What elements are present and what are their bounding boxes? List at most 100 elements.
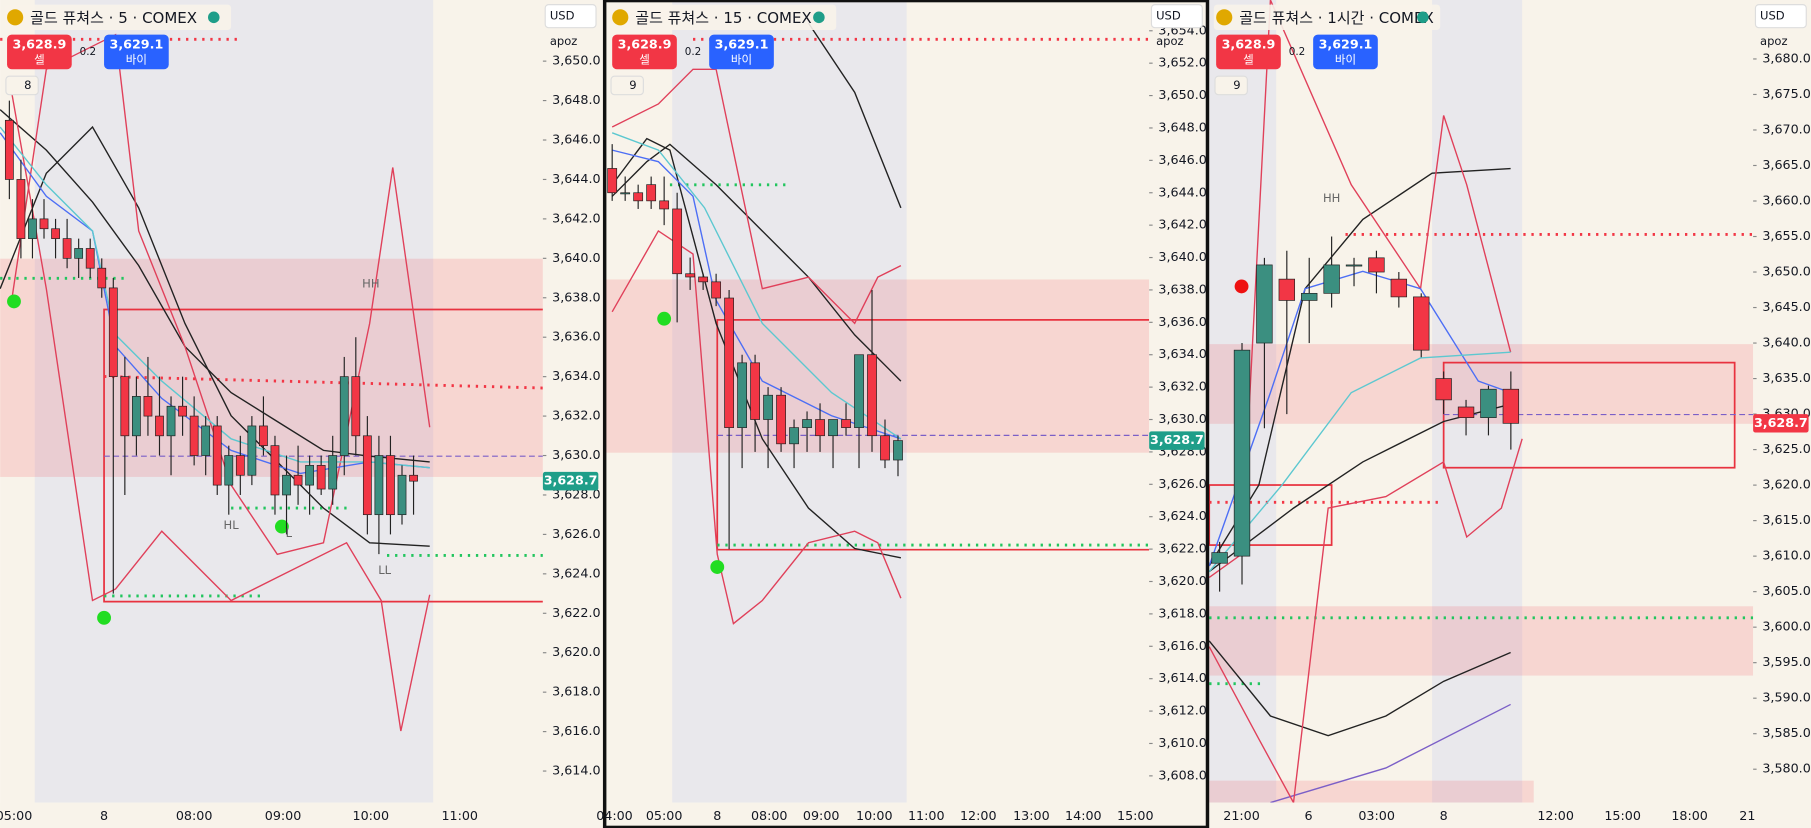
sell-button[interactable]: [1216, 34, 1281, 70]
y-tick-label: 3,632.0: [552, 408, 600, 423]
status-dot: [207, 11, 220, 24]
y-tick-label: 3,636.0: [552, 329, 600, 344]
time-label: 15:00: [1604, 808, 1641, 823]
time-label: 09:00: [803, 808, 840, 823]
time-label: 10:00: [856, 808, 893, 823]
indicator-count: 9: [629, 78, 636, 92]
y-tick-label: 3,680.0: [1762, 50, 1810, 65]
candle-body: [841, 419, 851, 428]
y-tick-label: 3,624.0: [552, 565, 600, 580]
candle-body: [672, 208, 683, 275]
time-label: 11:00: [908, 808, 945, 823]
buy-button[interactable]: [1313, 34, 1378, 70]
candle-body: [328, 455, 338, 490]
y-tick-label: 3,615.0: [1762, 512, 1810, 527]
sell-label: 셀: [639, 53, 650, 67]
sell-label: 셀: [1243, 53, 1254, 67]
currency-box[interactable]: [1150, 4, 1203, 29]
price-axis: [542, 0, 603, 828]
candle-body: [74, 248, 84, 259]
price-axis: [1753, 0, 1811, 828]
buy-label: 바이: [1335, 53, 1356, 67]
buy-button[interactable]: [709, 34, 774, 70]
y-tick-label: 3,646.0: [552, 132, 600, 147]
sell-price: 3,628.9: [618, 37, 672, 52]
candle-body: [97, 267, 107, 289]
candle-body: [815, 419, 825, 437]
candle-body: [282, 474, 291, 496]
candle-body: [1480, 388, 1497, 418]
y-tick-label: 3,614.0: [1158, 670, 1206, 685]
chart-title: 골드 퓨쳐스 · 5 · COMEX: [30, 9, 197, 27]
candle-body: [28, 218, 37, 239]
y-tick-label: 3,618.0: [552, 684, 600, 699]
candle-body: [155, 415, 164, 437]
buy-price: 3,629.1: [110, 37, 164, 52]
candle-body: [351, 376, 361, 437]
scale-label: apoz: [550, 34, 578, 48]
y-tick-label: 3,608.0: [1158, 767, 1206, 782]
candle-body: [132, 396, 141, 437]
time-label: 21: [1739, 808, 1755, 823]
y-tick-label: 3,646.0: [1158, 152, 1206, 167]
y-tick-label: 3,630.0: [1158, 411, 1206, 426]
y-tick-label: 3,644.0: [552, 171, 600, 186]
y-tick-label: 3,625.0: [1762, 441, 1810, 456]
y-tick-label: 3,622.0: [552, 605, 600, 620]
y-tick-label: 3,624.0: [1158, 508, 1206, 523]
title-bg: [4, 4, 232, 31]
candle-body: [62, 238, 72, 259]
candle-body: [293, 474, 303, 486]
candle-body: [224, 455, 234, 486]
candle-body: [1390, 278, 1408, 298]
candle-body: [259, 425, 268, 447]
y-tick-label: 3,650.0: [1762, 264, 1810, 279]
time-label: 05:00: [646, 808, 683, 823]
sell-price: 3,628.9: [13, 37, 67, 52]
status-dot: [1417, 11, 1429, 24]
candle-body: [108, 287, 118, 377]
signal-dots: [7, 279, 1249, 625]
time-label: 21:00: [1223, 808, 1260, 823]
sell-button[interactable]: [612, 34, 677, 70]
buy-button[interactable]: [104, 34, 169, 70]
currency: USD: [1760, 9, 1785, 23]
y-tick-label: 3,640.0: [1762, 335, 1810, 350]
candle-body: [85, 248, 95, 269]
indicator-badge[interactable]: [5, 75, 39, 96]
currency-box[interactable]: [1754, 4, 1807, 29]
y-tick-label: 3,636.0: [1158, 314, 1206, 329]
candle-body: [1301, 292, 1318, 301]
labels: 3,614.0 3,616.0 3,618.0 3,620.0 3,622.0 3,624…: [0, 4, 1811, 823]
last-price-label: 3,628.7: [544, 473, 598, 488]
candle-body: [51, 228, 60, 239]
candles: [4, 100, 1520, 594]
y-tick-label: 3,626.0: [1158, 476, 1206, 491]
indicator-badge[interactable]: [1214, 75, 1248, 96]
time-label: 8: [713, 808, 721, 823]
indicator-badge[interactable]: [610, 75, 644, 96]
candle-body: [1413, 296, 1430, 351]
candle-body: [362, 435, 372, 516]
y-tick-label: 3,635.0: [1762, 370, 1810, 385]
time-label: 05:00: [0, 808, 32, 823]
sell-button[interactable]: [7, 34, 72, 70]
time-label: 09:00: [265, 808, 302, 823]
candle-body: [1323, 264, 1340, 294]
annotation: HL: [224, 518, 240, 532]
y-tick-label: 3,652.0: [1158, 55, 1206, 70]
currency-box[interactable]: [544, 4, 597, 29]
y-tick-label: 3,648.0: [552, 92, 600, 107]
candle-body: [166, 405, 176, 437]
y-tick-label: 3,634.0: [552, 368, 600, 383]
candle-body: [1345, 264, 1363, 267]
candle-body: [659, 200, 670, 210]
candle-body: [316, 465, 326, 490]
y-tick-label: 3,610.0: [1762, 548, 1810, 563]
y-tick-label: 3,650.0: [1158, 87, 1206, 102]
spread: 0.2: [1289, 46, 1306, 58]
y-tick-label: 3,655.0: [1762, 228, 1810, 243]
currency: USD: [550, 9, 575, 23]
annotation: L: [286, 526, 293, 540]
y-tick-label: 3,642.0: [1158, 217, 1206, 232]
